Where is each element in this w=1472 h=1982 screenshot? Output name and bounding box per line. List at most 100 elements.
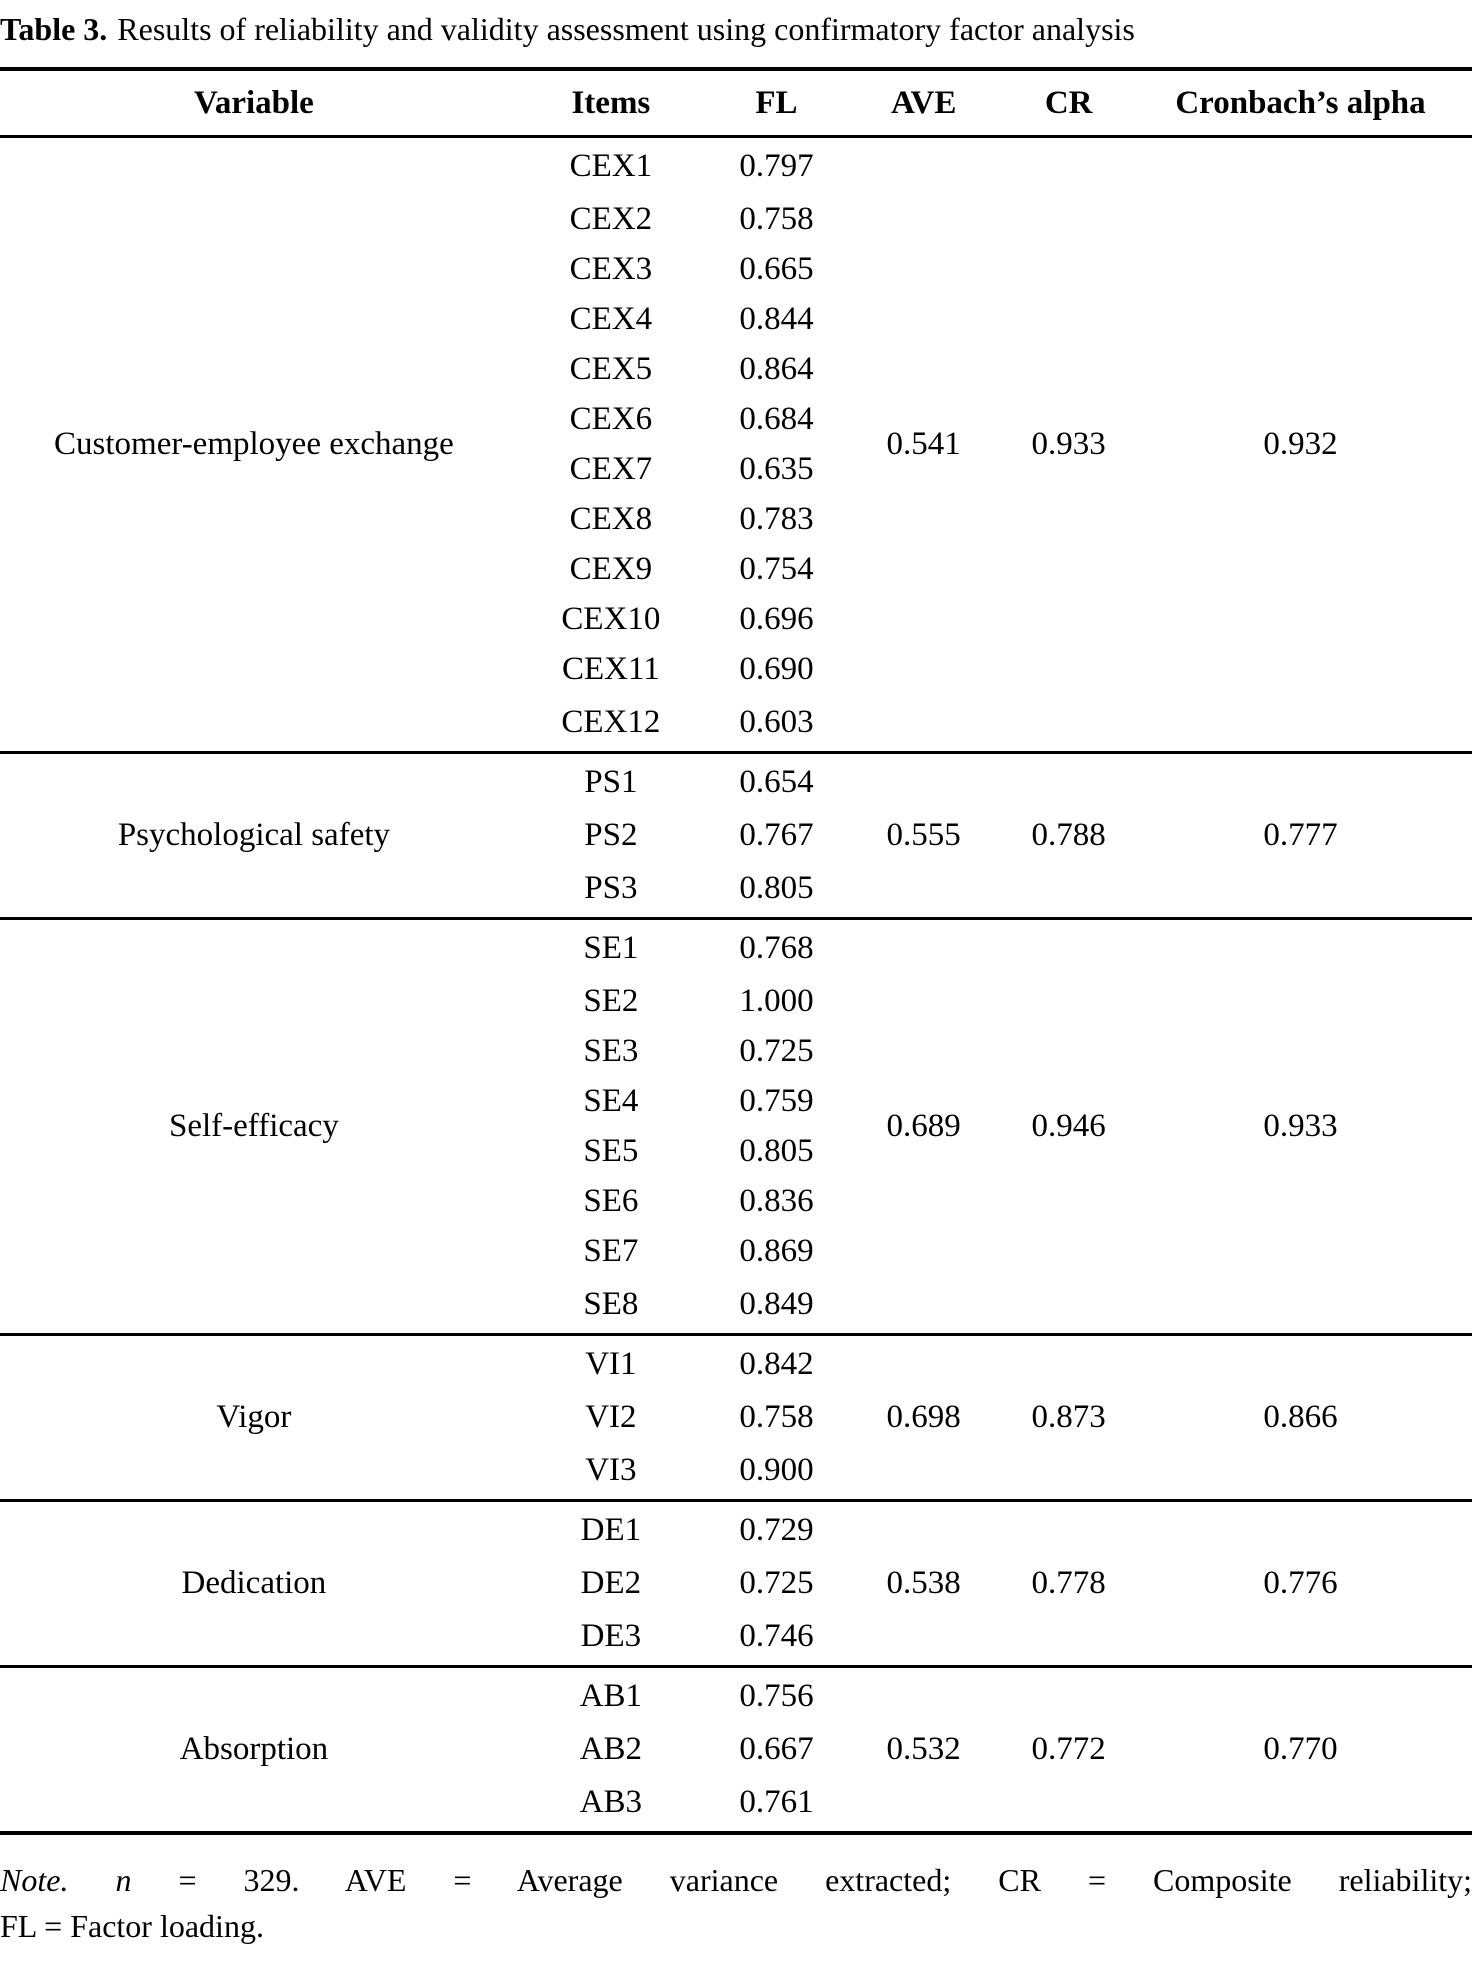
- fl-cell: 0.842: [739, 1345, 814, 1382]
- item-cell: CEX4: [569, 301, 653, 338]
- table-title-label: Table 3.: [0, 11, 108, 47]
- table-row: VI2 0.758: [0, 1393, 1472, 1443]
- item-cell: VI3: [585, 1452, 637, 1489]
- item-cell: CEX12: [561, 704, 661, 741]
- variable-group-2: Psychological safety PS1 0.654 0.555 0.788 0.…: [0, 752, 1472, 919]
- variable-cell: Absorption: [179, 1730, 329, 1767]
- table-row: PS2 0.767: [0, 811, 1472, 861]
- ave-cell: 0.698: [886, 1399, 961, 1436]
- item-cell: PS3: [584, 870, 638, 907]
- table-row: SE2 1.000: [0, 977, 1472, 1027]
- fl-cell: 0.729: [739, 1511, 814, 1548]
- fl-cell: 0.746: [739, 1618, 814, 1655]
- table-row: DE3 0.746: [0, 1609, 1472, 1667]
- table-row: CEX4 0.844: [0, 295, 1472, 345]
- table-row: DE2 0.725: [0, 1559, 1472, 1609]
- alpha-cell: 0.933: [1263, 1108, 1338, 1145]
- item-cell: SE8: [583, 1286, 639, 1323]
- note-text: [68, 1862, 115, 1898]
- alpha-cell: 0.776: [1263, 1565, 1338, 1602]
- item-cell: SE4: [583, 1083, 639, 1120]
- table-row: AB2 0.667: [0, 1725, 1472, 1775]
- cr-cell: 0.788: [1031, 817, 1106, 854]
- table-row: CEX12 0.603: [0, 695, 1472, 753]
- fl-cell: 0.805: [739, 1133, 814, 1170]
- item-cell: CEX6: [569, 401, 653, 438]
- cfa-results-table: Variable Items FL AVE CR Cronbach’s alph…: [0, 67, 1472, 1835]
- fl-cell: 1.000: [739, 983, 814, 1020]
- item-cell: SE1: [583, 929, 639, 966]
- item-cell: VI2: [585, 1399, 637, 1436]
- item-cell: PS2: [584, 817, 638, 854]
- fl-cell: 0.797: [739, 147, 814, 184]
- variable-cell: Dedication: [181, 1565, 327, 1602]
- item-cell: CEX8: [569, 501, 653, 538]
- fl-cell: 0.754: [739, 551, 814, 588]
- item-cell: AB3: [579, 1784, 643, 1821]
- table-row: SE3 0.725: [0, 1027, 1472, 1077]
- fl-cell: 0.768: [739, 929, 814, 966]
- item-cell: AB1: [579, 1677, 643, 1714]
- variable-group-3: Self-efficacy SE1 0.768 0.689 0.946 0.933 SE2 1…: [0, 918, 1472, 1335]
- item-cell: CEX10: [561, 601, 661, 638]
- fl-cell: 0.756: [739, 1677, 814, 1714]
- variable-group-6: Absorption AB1 0.756 0.532 0.772 0.770 AB2 0.66…: [0, 1666, 1472, 1833]
- fl-cell: 0.836: [739, 1183, 814, 1220]
- col-header-variable: Variable: [194, 84, 314, 121]
- note-italic-text: Note.: [0, 1861, 69, 1898]
- table-row: SE8 0.849: [0, 1277, 1472, 1335]
- fl-cell: 0.654: [739, 763, 814, 800]
- table-row: Customer-employee exchange CEX1 0.797 0.541…: [0, 137, 1472, 462]
- col-header-cronbachs-alpha: Cronbach’s alpha: [1175, 84, 1426, 121]
- cr-cell: 0.772: [1031, 1730, 1106, 1767]
- cr-cell: 0.933: [1031, 426, 1106, 463]
- item-cell: SE5: [583, 1133, 639, 1170]
- ave-cell: 0.541: [886, 426, 961, 463]
- fl-cell: 0.696: [739, 601, 814, 638]
- table-row: Vigor VI1 0.842 0.698 0.873 0.866: [0, 1335, 1472, 1435]
- col-header-cr: CR: [1044, 84, 1093, 121]
- table-row: Psychological safety PS1 0.654 0.555 0.788 0.…: [0, 753, 1472, 853]
- alpha-cell: 0.770: [1263, 1730, 1338, 1767]
- fl-cell: 0.690: [739, 651, 814, 688]
- fl-cell: 0.759: [739, 1083, 814, 1120]
- alpha-cell: 0.777: [1263, 817, 1338, 854]
- table-row: CEX5 0.864: [0, 345, 1472, 395]
- table-note: Note. n = 329. AVE = Average variance ex…: [0, 1857, 1472, 1949]
- note-line-2: FL = Factor loading.: [0, 1903, 1472, 1949]
- table-row: SE4 0.759: [0, 1077, 1472, 1127]
- variable-cell: Vigor: [216, 1399, 292, 1436]
- fl-cell: 0.869: [739, 1233, 814, 1270]
- fl-cell: 0.761: [739, 1784, 814, 1821]
- table-row: CEX2 0.758: [0, 195, 1472, 245]
- ave-cell: 0.555: [886, 817, 961, 854]
- table-row: CEX8 0.783: [0, 495, 1472, 545]
- table-row: VI3 0.900: [0, 1443, 1472, 1501]
- item-cell: SE2: [583, 983, 639, 1020]
- item-cell: CEX9: [569, 551, 653, 588]
- fl-cell: 0.758: [739, 201, 814, 238]
- table-row: Dedication DE1 0.729 0.538 0.778 0.776: [0, 1501, 1472, 1601]
- table-row: Self-efficacy SE1 0.768 0.689 0.946 0.933: [0, 919, 1472, 1144]
- table-row: CEX7 0.635: [0, 445, 1472, 495]
- cr-cell: 0.946: [1031, 1108, 1106, 1145]
- table-row: CEX9 0.754: [0, 545, 1472, 595]
- fl-cell: 0.603: [739, 704, 814, 741]
- item-cell: AB2: [579, 1731, 643, 1768]
- table-row: CEX3 0.665: [0, 245, 1472, 295]
- table-header-row: Variable Items FL AVE CR Cronbach’s alph…: [0, 69, 1472, 137]
- note-italic-text: n: [115, 1861, 132, 1898]
- table-row: AB3 0.761: [0, 1775, 1472, 1833]
- item-cell: CEX2: [569, 201, 653, 238]
- item-cell: DE3: [580, 1618, 642, 1655]
- variable-group-5: Dedication DE1 0.729 0.538 0.778 0.776 DE2 0.72…: [0, 1500, 1472, 1667]
- fl-cell: 0.667: [739, 1731, 814, 1768]
- col-header-fl: FL: [755, 84, 798, 121]
- table-row: CEX11 0.690: [0, 645, 1472, 695]
- fl-cell: 0.758: [739, 1399, 814, 1436]
- cr-cell: 0.873: [1031, 1399, 1106, 1436]
- table-row: SE5 0.805: [0, 1127, 1472, 1177]
- item-cell: SE3: [583, 1033, 639, 1070]
- variable-cell: Self-efficacy: [169, 1108, 339, 1145]
- item-cell: DE2: [580, 1565, 642, 1602]
